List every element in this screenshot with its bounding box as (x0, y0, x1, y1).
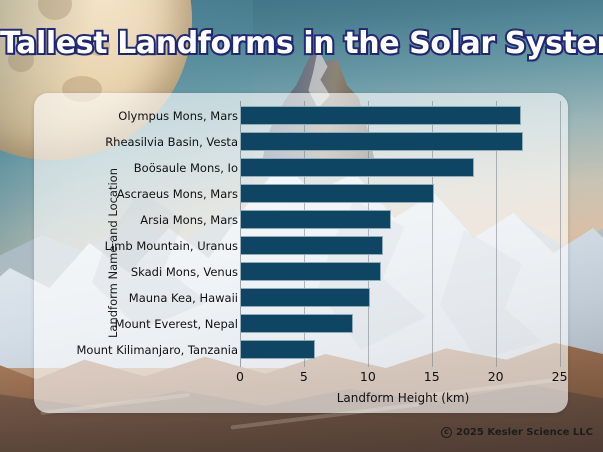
copyright-icon: c (441, 427, 453, 438)
x-tick-label: 10 (359, 369, 376, 384)
bar-category-label: Mauna Kea, Hawaii (128, 291, 238, 305)
bar[interactable] (240, 106, 522, 125)
plot-area: Landform Name and Location Olympus Mons,… (34, 93, 568, 413)
bar-row: Rheasilvia Basin, Vesta (34, 129, 568, 155)
gridlines (34, 93, 568, 413)
bar-category-label: Limb Mountain, Uranus (104, 239, 238, 253)
chart-panel: Landform Name and Location Olympus Mons,… (34, 93, 568, 413)
bar-track (240, 340, 566, 359)
bar-row: Mount Kilimanjaro, Tanzania (34, 337, 568, 363)
gridline-5 (303, 101, 305, 367)
bar-rows: Olympus Mons, Mars Rheasilvia Basin, Vest… (34, 103, 568, 363)
bar-category-label: Arsia Mons, Mars (140, 213, 238, 227)
bar[interactable] (240, 340, 316, 359)
bar-row: Limb Mountain, Uranus (34, 233, 568, 259)
bar-row: Mount Everest, Nepal (34, 311, 568, 337)
copyright-text: 2025 Kesler Science LLC (456, 427, 593, 438)
bar[interactable] (240, 132, 523, 151)
bar[interactable] (240, 262, 381, 281)
bar-row: Boösaule Mons, Io (34, 155, 568, 181)
bar-track (240, 184, 566, 203)
bar-category-label: Olympus Mons, Mars (118, 109, 238, 123)
bar[interactable] (240, 236, 384, 255)
bar-category-label: Mount Kilimanjaro, Tanzania (76, 343, 239, 357)
gridline-0 (240, 101, 241, 367)
bar[interactable] (240, 314, 353, 333)
bar-category-label: Skadi Mons, Venus (130, 265, 238, 279)
bar-row: Arsia Mons, Mars (34, 207, 568, 233)
bar-track (240, 288, 566, 307)
bar-category-label: Rheasilvia Basin, Vesta (105, 135, 238, 149)
bar-track (240, 314, 566, 333)
gridline-25 (559, 101, 561, 367)
x-axis-title: Landform Height (km) (336, 391, 470, 405)
bar-row: Olympus Mons, Mars (34, 103, 568, 129)
gridline-20 (495, 101, 497, 367)
x-tick-label: 15 (423, 369, 440, 384)
bar-row: Skadi Mons, Venus (34, 259, 568, 285)
x-tick-label: 0 (236, 369, 244, 384)
bar-track (240, 210, 566, 229)
bar-track (240, 106, 566, 125)
bar-category-label: Mount Everest, Nepal (114, 317, 238, 331)
bar-category-label: Boösaule Mons, Io (133, 161, 238, 175)
x-axis-ticks: 0 5 10 15 20 25 (34, 369, 568, 389)
x-tick-label: 20 (487, 369, 504, 384)
bar[interactable] (240, 184, 435, 203)
bar[interactable] (240, 288, 371, 307)
bar[interactable] (240, 158, 474, 177)
gridline-10 (367, 101, 369, 367)
bar[interactable] (240, 210, 391, 229)
bar-track (240, 262, 566, 281)
bar-row: Ascraeus Mons, Mars (34, 181, 568, 207)
bar-category-label: Ascraeus Mons, Mars (116, 187, 238, 201)
bar-track (240, 132, 566, 151)
bar-row: Mauna Kea, Hawaii (34, 285, 568, 311)
copyright-notice: c 2025 Kesler Science LLC (441, 427, 593, 438)
x-tick-label: 25 (551, 369, 568, 384)
bar-track (240, 236, 566, 255)
page-title: Tallest Landforms in the Solar System (0, 24, 603, 63)
bar-track (240, 158, 566, 177)
x-tick-label: 5 (299, 369, 308, 384)
gridline-15 (431, 101, 433, 367)
